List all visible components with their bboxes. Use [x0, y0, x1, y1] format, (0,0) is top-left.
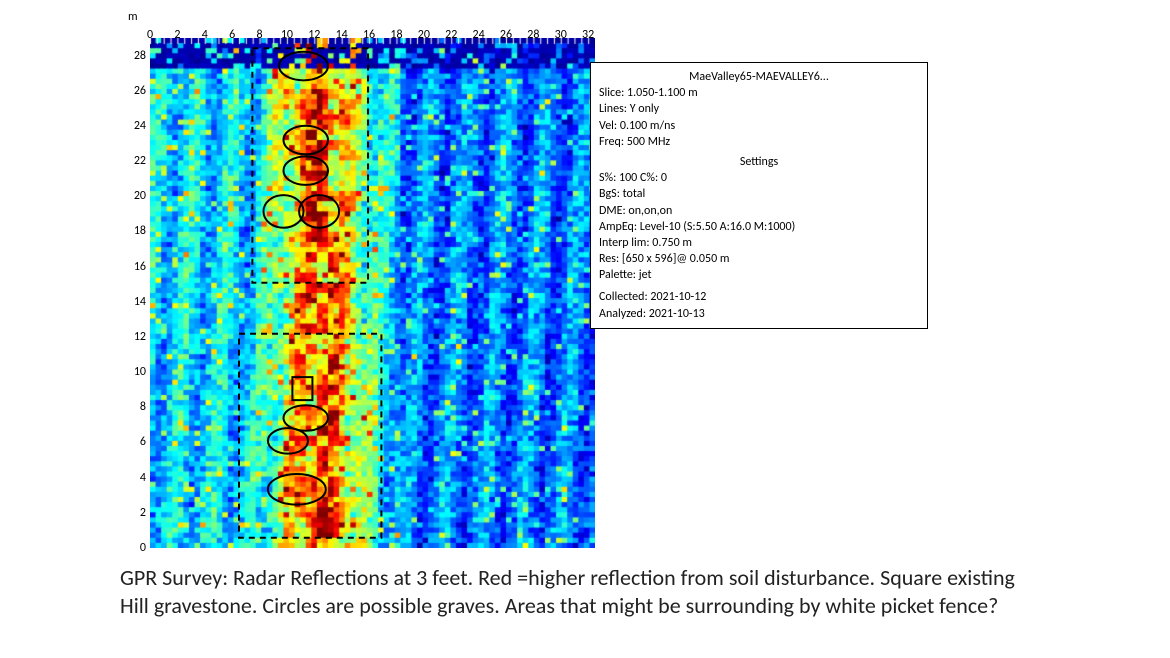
info-box: MaeValley65-MAEVALLEY6... Slice: 1.050-1… — [590, 62, 928, 329]
y-tick: 20 — [128, 189, 146, 203]
info-line: S%: 100 C%: 0 — [599, 170, 919, 186]
possible-grave-ellipse — [263, 195, 303, 228]
settings-header: Settings — [599, 154, 919, 170]
y-tick: 16 — [128, 260, 146, 274]
info-lines-2: S%: 100 C%: 0BgS: totalDME: on,on,onAmpE… — [599, 170, 919, 283]
info-line: DME: on,on,on — [599, 203, 919, 219]
possible-grave-ellipse — [268, 428, 308, 454]
y-tick: 10 — [128, 365, 146, 379]
y-tick: 6 — [128, 435, 146, 449]
possible-grave-ellipse — [279, 52, 328, 81]
y-tick: 2 — [128, 506, 146, 520]
info-line: Slice: 1.050-1.100 m — [599, 85, 919, 101]
possible-grave-ellipse — [284, 405, 329, 431]
fence-area-rect — [239, 334, 381, 538]
y-tick: 12 — [128, 330, 146, 344]
info-line: Lines: Y only — [599, 101, 919, 117]
info-line: BgS: total — [599, 186, 919, 202]
caption-text: GPR Survey: Radar Reflections at 3 feet.… — [120, 564, 1020, 619]
info-line: Collected: 2021-10-12 — [599, 289, 919, 305]
y-tick: 8 — [128, 400, 146, 414]
info-title: MaeValley65-MAEVALLEY6... — [599, 69, 919, 85]
y-tick: 14 — [128, 295, 146, 309]
y-tick: 18 — [128, 224, 146, 238]
info-line: Palette: jet — [599, 267, 919, 283]
heatmap-plot — [150, 38, 595, 548]
gravestone-square — [292, 377, 312, 400]
possible-grave-ellipse — [284, 126, 329, 155]
possible-grave-ellipse — [284, 156, 329, 185]
info-lines-1: Slice: 1.050-1.100 mLines: Y onlyVel: 0.… — [599, 85, 919, 150]
possible-grave-ellipse — [268, 474, 326, 505]
y-tick: 4 — [128, 471, 146, 485]
y-tick: 28 — [128, 49, 146, 63]
fence-area-rect — [252, 48, 368, 283]
info-line: Interp lim: 0.750 m — [599, 235, 919, 251]
annotation-overlay — [150, 38, 595, 548]
y-tick: 0 — [128, 541, 146, 555]
info-line: Vel: 0.100 m/ns — [599, 118, 919, 134]
info-line: AmpEq: Level-10 (S:5.50 A:16.0 M:1000) — [599, 219, 919, 235]
info-lines-3: Collected: 2021-10-12Analyzed: 2021-10-1… — [599, 289, 919, 321]
info-line: Res: [650 x 596]@ 0.050 m — [599, 251, 919, 267]
info-line: Analyzed: 2021-10-13 — [599, 306, 919, 322]
y-tick: 22 — [128, 154, 146, 168]
info-line: Freq: 500 MHz — [599, 134, 919, 150]
possible-grave-ellipse — [299, 195, 339, 228]
y-tick: 26 — [128, 84, 146, 98]
unit-label: m — [128, 10, 138, 24]
y-tick: 24 — [128, 119, 146, 133]
